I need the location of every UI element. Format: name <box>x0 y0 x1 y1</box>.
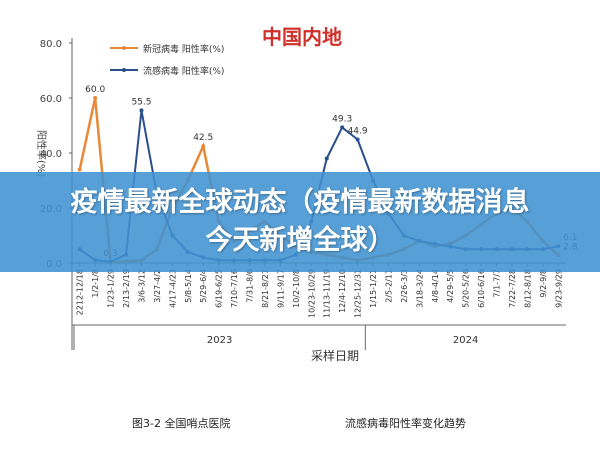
point <box>139 108 144 113</box>
x-tick-label: 5/20-5/26 <box>462 269 471 308</box>
x-tick-label: 8/21-8/27 <box>261 269 270 308</box>
x-tick-label: 3/6-3/12 <box>137 269 146 303</box>
x-tick-label: 2/13-2/19 <box>122 269 131 308</box>
banner-title: 疫情最新全球动态（疫情最新数据消息今天新增全球） <box>70 187 530 256</box>
x-tick-label: 3/27-4/2 <box>153 269 162 303</box>
x-tick-label: 2212-12/18 <box>76 269 85 315</box>
x-tick-label: 7/22-7/28 <box>508 269 517 308</box>
x-tick-label: 6/10-6/16 <box>477 269 486 308</box>
x-tick-label: 8/12-8/18 <box>523 269 532 308</box>
y-tick-label: 80.0 <box>40 39 62 50</box>
data-label: 60.0 <box>85 85 105 95</box>
x-tick-label: 2/5-2/11 <box>384 269 393 303</box>
point <box>201 144 206 149</box>
x-tick-label: 12/4-12/10 <box>338 269 347 313</box>
x-tick-label: 5/29-6/4 <box>199 269 208 303</box>
x-tick-label: 9/11-9/17 <box>276 269 285 308</box>
data-label: 44.9 <box>348 127 368 137</box>
x-tick-label: 1/2-1/8 <box>91 269 100 298</box>
caption: 流感病毒阳性率变化趋势 <box>345 416 466 430</box>
x-tick-label: 5/8-5/14 <box>184 269 193 303</box>
point <box>93 96 98 100</box>
x-tick-label: 11/13-11/19 <box>323 269 332 318</box>
x-tick-label: 12/25-12/31 <box>354 269 363 318</box>
x-tick-label: 4/8-4/14 <box>431 269 440 303</box>
year-label: 2023 <box>207 335 232 346</box>
point <box>324 156 329 161</box>
chart-title: 中国内地 <box>262 25 342 49</box>
legend-marker <box>122 46 126 50</box>
legend-marker <box>122 68 126 72</box>
y-tick-label: 60.0 <box>40 94 62 105</box>
banner: 疫情最新全球动态（疫情最新数据消息今天新增全球） <box>0 172 600 272</box>
x-tick-label: 1/15-1/21 <box>369 269 378 308</box>
x-tick-label: 4/17-4/23 <box>168 269 177 308</box>
y-axis-title: 阳性率(%) <box>35 130 48 177</box>
x-tick-label: 3/18-3/24 <box>415 269 424 308</box>
x-tick-label: 9/2-9/8 <box>539 269 548 298</box>
x-tick-label: 6/19-6/25 <box>215 269 224 308</box>
x-tick-label: 7/1-7/7 <box>493 269 502 298</box>
year-label: 2024 <box>453 335 478 346</box>
y-tick-label: 40.0 <box>40 149 62 160</box>
data-label: 49.3 <box>332 114 352 124</box>
x-tick-label: 10/23-10/29 <box>307 269 316 318</box>
x-tick-label: 2/26-3/3 <box>400 269 409 303</box>
x-tick-label: 9/23-9/29 <box>554 269 563 308</box>
point <box>340 125 345 130</box>
legend-label: 新冠病毒 阳性率(%) <box>143 43 224 55</box>
x-tick-label: 4/29-5/5 <box>446 269 455 303</box>
x-tick-label: 7/10-7/16 <box>230 269 239 308</box>
legend-label: 流感病毒 阳性率(%) <box>143 65 224 77</box>
x-tick-label: 7/31-8/6 <box>246 269 255 303</box>
x-tick-label: 1/23-1/29 <box>107 269 116 308</box>
point <box>77 167 82 172</box>
x-tick-label: 10/2-10/8 <box>292 269 301 308</box>
x-axis-title: 采样日期 <box>311 348 359 363</box>
data-label: 42.5 <box>193 133 213 143</box>
caption: 图3-2 全国哨点医院 <box>132 416 230 430</box>
data-label: 55.5 <box>131 97 151 107</box>
point <box>355 137 360 142</box>
